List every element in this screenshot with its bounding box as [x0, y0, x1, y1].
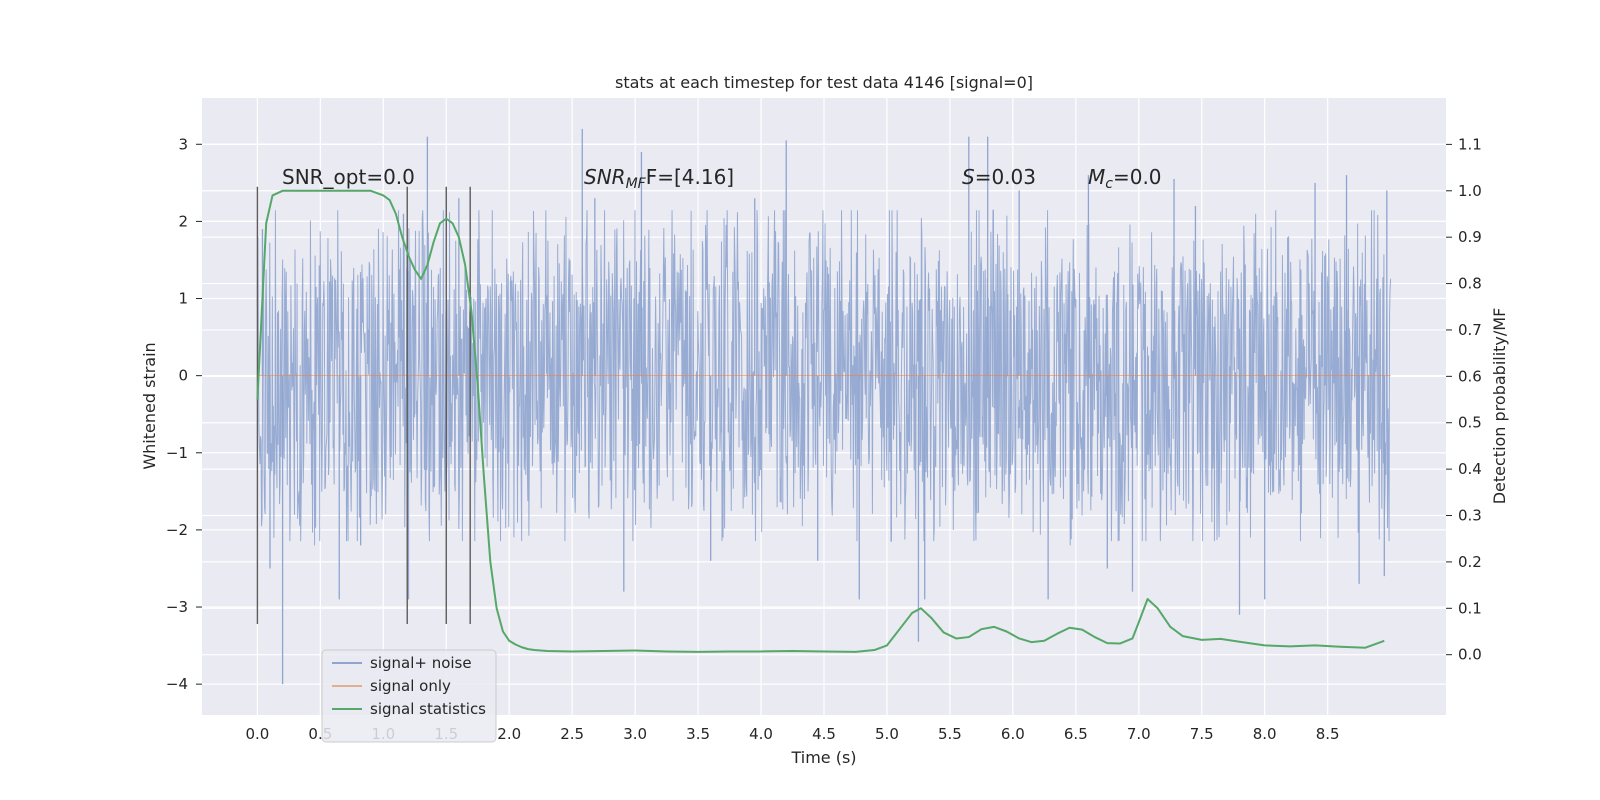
annotation-snr-mf-rest: F=[4.16] [646, 165, 734, 189]
annotation-s-base: S [962, 165, 975, 189]
y2-tick-label: 0.4 [1458, 460, 1482, 478]
y-tick-label: −3 [166, 598, 188, 616]
x-tick-label: 3.0 [623, 725, 647, 743]
legend-label-signal-only: signal only [370, 677, 451, 695]
x-tick-label: 4.0 [749, 725, 773, 743]
x-tick-label: 2.0 [497, 725, 521, 743]
y2-tick-label: 0.6 [1458, 367, 1482, 385]
y2-tick-label: 0.9 [1458, 228, 1482, 246]
annotation-s-rest: =0.03 [975, 165, 1036, 189]
x-tick-label: 7.0 [1127, 725, 1151, 743]
x-tick-label: 5.5 [938, 725, 962, 743]
y2-tick-label: 0.7 [1458, 321, 1482, 339]
x-tick-label: 8.5 [1316, 725, 1340, 743]
y-tick-label: −2 [166, 521, 188, 539]
event-markers [256, 186, 471, 624]
y2-axis-ticks: 1.1 1.0 0.9 0.8 0.7 0.6 0.5 0.4 0.3 0.2 0.1 0.0 [1446, 135, 1482, 664]
y2-tick-label: 0.1 [1458, 599, 1482, 617]
x-tick-label: 6.5 [1064, 725, 1088, 743]
legend-label-signal-statistics: signal statistics [370, 700, 486, 718]
series-signal-statistics [256, 189, 1385, 653]
annotation-mc-sub: c [1105, 176, 1113, 192]
y2-tick-label: 0.8 [1458, 275, 1482, 293]
annotation-mc-base: M [1088, 165, 1105, 189]
y2-tick-label: 0.2 [1458, 553, 1482, 571]
y2-tick-label: 1.0 [1458, 182, 1482, 200]
annotation-snr-mf-base: SNR [584, 165, 626, 189]
x-tick-label: 4.5 [812, 725, 836, 743]
annotation-snr-opt: SNR_opt=0.0 [282, 165, 415, 189]
y-tick-label: −1 [166, 444, 188, 462]
legend: signal+ noise signal only signal statist… [321, 649, 497, 743]
y2-tick-label: 1.1 [1458, 135, 1482, 153]
y-axis-label: Whitened strain [140, 342, 159, 469]
y2-tick-label: 0.5 [1458, 414, 1482, 432]
x-axis-label: Time (s) [790, 748, 856, 767]
x-tick-label: 7.5 [1190, 725, 1214, 743]
annotation-s: S=0.03 [962, 165, 1036, 189]
annotation-snr-mf-sub: MF [626, 176, 647, 192]
legend-box [321, 649, 497, 743]
annotation-snr-mf: SNRMFF=[4.16] [584, 165, 734, 192]
chart-title: stats at each timestep for test data 414… [615, 73, 1033, 92]
y-axis-ticks: 3 2 1 0 −1 −2 −3 −4 [166, 135, 202, 693]
x-tick-label: 8.0 [1253, 725, 1277, 743]
x-tick-label: 5.0 [875, 725, 899, 743]
y-tick-label: 2 [178, 212, 188, 230]
annotation-mc-rest: =0.0 [1113, 165, 1162, 189]
legend-label-signal-plus-noise: signal+ noise [370, 654, 472, 672]
y2-axis-label: Detection probability/MF [1490, 308, 1509, 505]
y-tick-label: 1 [178, 290, 188, 308]
series-signal-plus-noise [256, 128, 1392, 685]
x-tick-label: 3.5 [686, 725, 710, 743]
x-tick-label: 0.0 [245, 725, 269, 743]
annotation-mc: Mc=0.0 [1088, 165, 1162, 192]
series-line-signal-statistics [256, 189, 1385, 653]
x-tick-label: 6.0 [1001, 725, 1025, 743]
y2-tick-label: 0.0 [1458, 646, 1482, 664]
y-tick-label: −4 [166, 675, 188, 693]
y2-tick-label: 0.3 [1458, 507, 1482, 525]
y-tick-label: 3 [178, 135, 188, 153]
y-tick-label: 0 [178, 367, 188, 385]
x-tick-label: 2.5 [560, 725, 584, 743]
